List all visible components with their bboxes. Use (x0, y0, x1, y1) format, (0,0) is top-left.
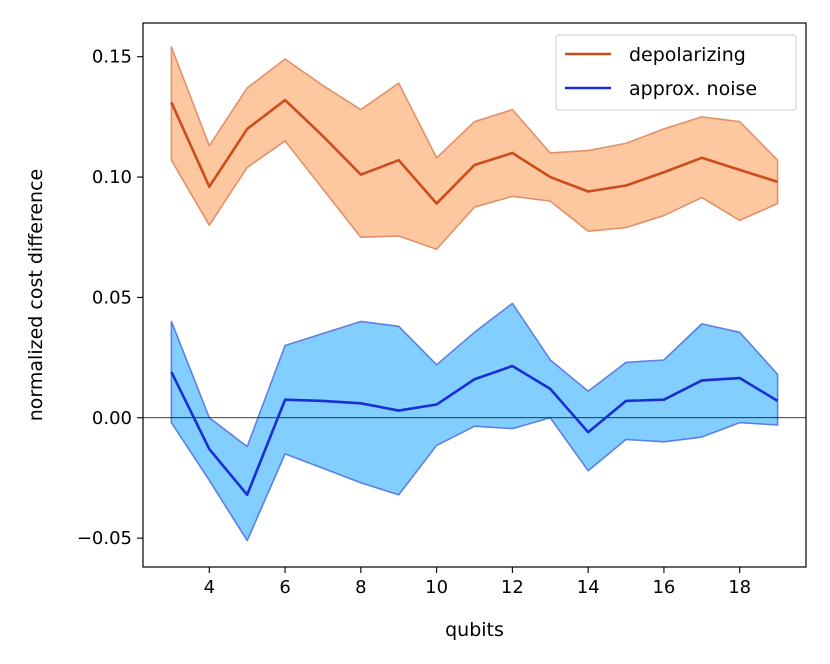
y-tick-label: −0.05 (77, 528, 132, 549)
y-tick-label: 0.10 (92, 167, 132, 188)
plot-frame (142, 22, 807, 568)
x-tick-label: 18 (728, 577, 751, 598)
confidence-bands (170, 46, 779, 542)
x-tick-label: 12 (501, 577, 524, 598)
y-axis-label: normalized cost difference (25, 169, 47, 421)
x-tick-label: 10 (425, 577, 448, 598)
x-tick-label: 6 (279, 577, 290, 598)
x-axis-label: qubits (445, 619, 504, 641)
series-lines (170, 98, 779, 497)
band-depolarizing (170, 46, 779, 251)
x-axis-ticks: 4 6 8 10 12 14 16 18 (204, 567, 751, 598)
band-approx-noise (170, 302, 779, 542)
legend-box (555, 34, 797, 111)
x-tick-label: 16 (652, 577, 675, 598)
x-tick-label: 8 (355, 577, 366, 598)
x-tick-label: 4 (204, 577, 215, 598)
legend: depolarizing approx. noise (555, 34, 797, 111)
y-axis-ticks: −0.05 0.00 0.05 0.10 0.15 (77, 47, 143, 549)
legend-label-approx-noise: approx. noise (629, 78, 757, 100)
x-tick-label: 14 (577, 577, 600, 598)
y-tick-label: 0.15 (92, 47, 132, 68)
y-tick-label: 0.00 (92, 408, 132, 429)
y-tick-label: 0.05 (92, 287, 132, 308)
legend-label-depolarizing: depolarizing (629, 44, 746, 66)
